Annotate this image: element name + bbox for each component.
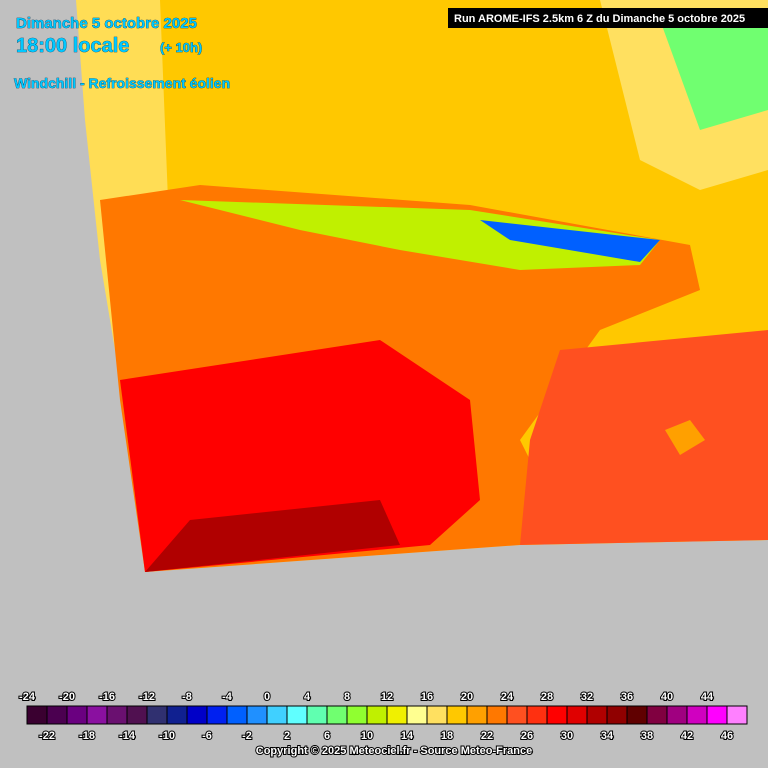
- legend-swatch: [146, 705, 168, 725]
- legend-swatch: [506, 705, 528, 725]
- legend-swatch: [566, 705, 588, 725]
- legend-swatch: [646, 705, 668, 725]
- legend-swatch: [426, 705, 448, 725]
- legend-swatch: [626, 705, 648, 725]
- legend-swatch: [246, 705, 268, 725]
- legend-label: -18: [79, 730, 95, 742]
- legend-swatch: [106, 705, 128, 725]
- legend-swatch: [26, 705, 48, 725]
- legend-swatch: [206, 705, 228, 725]
- legend-label: -24: [19, 691, 36, 703]
- legend-label: 4: [304, 691, 311, 703]
- legend-swatch: [446, 705, 468, 725]
- north-mountains: [180, 200, 660, 270]
- legend-label: 22: [481, 730, 493, 742]
- legend-label: 6: [324, 730, 330, 742]
- legend-label: 8: [344, 691, 350, 703]
- legend-label: -10: [159, 730, 175, 742]
- legend-label: -4: [222, 691, 233, 703]
- legend-swatch: [706, 705, 728, 725]
- pyrenees: [480, 220, 660, 262]
- legend-label: 20: [461, 691, 473, 703]
- legend-swatch: [686, 705, 708, 725]
- legend-label: 46: [721, 730, 733, 742]
- legend-label: 40: [661, 691, 673, 703]
- legend-label: 28: [541, 691, 553, 703]
- copyright: Copyright © 2025 Meteociel.fr - Source M…: [256, 745, 532, 757]
- legend-label: -8: [182, 691, 192, 703]
- legend-label: -20: [59, 691, 75, 703]
- legend-label: 26: [521, 730, 533, 742]
- legend-swatch: [546, 705, 568, 725]
- south-hot: [120, 340, 480, 572]
- legend-label: 42: [681, 730, 693, 742]
- legend-label: -14: [119, 730, 136, 742]
- legend-label: -22: [39, 730, 55, 742]
- legend-swatch: [726, 705, 748, 725]
- run-banner: [448, 8, 768, 28]
- legend-swatch: [86, 705, 108, 725]
- legend-swatch: [306, 705, 328, 725]
- legend-swatch: [326, 705, 348, 725]
- offset: (+ 10h): [160, 40, 202, 55]
- legend-swatch: [386, 705, 408, 725]
- legend-swatch: [466, 705, 488, 725]
- legend-swatch: [486, 705, 508, 725]
- legend-label: 32: [581, 691, 593, 703]
- legend-label: 12: [381, 691, 393, 703]
- run-info: Run AROME-IFS 2.5km 6 Z du Dimanche 5 oc…: [454, 13, 745, 25]
- legend-swatch: [226, 705, 248, 725]
- legend-swatch: [126, 705, 148, 725]
- time: 18:00 locale: [16, 35, 129, 57]
- legend-label: 10: [361, 730, 373, 742]
- sea-zone: [520, 330, 768, 545]
- legend-swatch: [286, 705, 308, 725]
- legend-swatch: [46, 705, 68, 725]
- legend-swatch: [366, 705, 388, 725]
- legend-swatch: [66, 705, 88, 725]
- legend-label: 38: [641, 730, 653, 742]
- legend-label: 34: [601, 730, 614, 742]
- subtitle: Windchill - Refroissement éolien: [14, 75, 230, 91]
- legend-swatch: [606, 705, 628, 725]
- legend-label: 16: [421, 691, 433, 703]
- date: Dimanche 5 octobre 2025: [16, 15, 197, 32]
- legend-label: 18: [441, 730, 453, 742]
- mallorca: [665, 420, 705, 455]
- legend-label: 36: [621, 691, 633, 703]
- legend-swatch: [406, 705, 428, 725]
- legend-swatch: [266, 705, 288, 725]
- legend-label: 30: [561, 730, 573, 742]
- legend-swatch: [586, 705, 608, 725]
- legend-label: -6: [202, 730, 212, 742]
- legend-label: -16: [99, 691, 115, 703]
- south-hottest: [145, 500, 400, 572]
- legend-swatch: [346, 705, 368, 725]
- legend-label: 14: [401, 730, 414, 742]
- legend-label: -2: [242, 730, 252, 742]
- legend-label: 44: [701, 691, 714, 703]
- legend-label: -12: [139, 691, 155, 703]
- legend-label: 0: [264, 691, 270, 703]
- legend-swatch: [666, 705, 688, 725]
- cold-zone: [660, 10, 768, 130]
- legend-swatch: [186, 705, 208, 725]
- legend-swatch: [166, 705, 188, 725]
- legend-swatch: [526, 705, 548, 725]
- legend-label: 24: [501, 691, 514, 703]
- legend-label: 2: [284, 730, 290, 742]
